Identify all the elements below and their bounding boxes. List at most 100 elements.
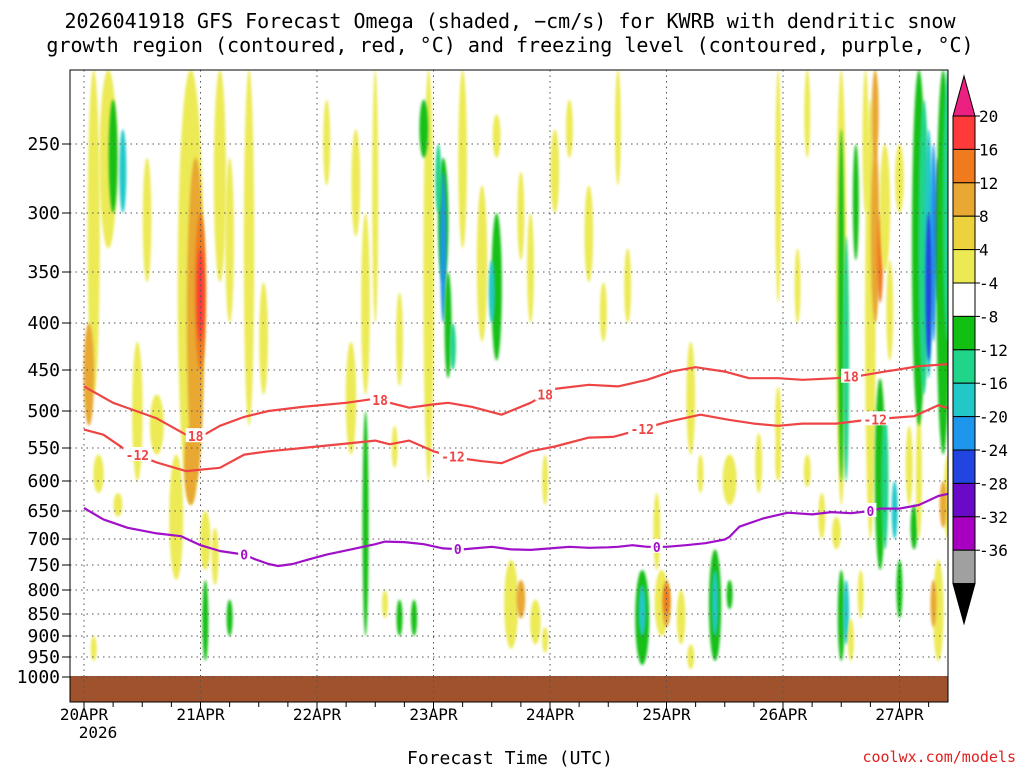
contour-label: 18 — [843, 371, 859, 386]
colorbar-segment — [952, 449, 976, 484]
omega-shade — [910, 505, 918, 550]
omega-shade — [843, 236, 850, 481]
omega-shade — [492, 114, 501, 158]
omega-shade — [881, 411, 889, 550]
omega-shade — [614, 70, 621, 186]
y-tick-label: 800 — [27, 580, 60, 601]
omega-shade — [351, 129, 361, 237]
omega-shade — [362, 411, 369, 636]
contour-label: 0 — [866, 505, 874, 520]
omega-shade — [449, 323, 456, 370]
omega-shade — [624, 248, 632, 323]
colorbar-segment — [952, 482, 976, 518]
omega-shade — [197, 248, 204, 342]
omega-shade — [444, 272, 452, 379]
omega-shade — [722, 454, 737, 505]
omega-shade — [933, 559, 944, 662]
omega-shade — [775, 440, 782, 481]
omega-shade — [419, 99, 429, 158]
contour-label-bg — [864, 503, 877, 517]
omega-shade — [925, 212, 932, 361]
omega-shade — [530, 599, 541, 645]
colorbar-segment — [952, 282, 976, 317]
omega-shade — [939, 481, 947, 528]
omega-shade — [527, 213, 535, 323]
colorbar-label: 12 — [979, 174, 998, 193]
omega-shade — [211, 527, 219, 586]
omega-shade — [915, 411, 922, 539]
omega-shade — [202, 580, 209, 661]
y-tick-label: 450 — [27, 360, 60, 381]
omega-shade — [871, 70, 879, 158]
colorbar-label: 8 — [979, 207, 989, 226]
omega-shade — [440, 171, 447, 323]
colorbar-label: 16 — [979, 140, 998, 159]
contour-label-bg — [861, 411, 890, 426]
credit-label: coolwx.com/models — [862, 748, 1016, 766]
omega-shade — [755, 433, 763, 493]
colorbar-bottom-arrow — [952, 583, 976, 626]
omega-shade — [584, 185, 594, 283]
contour-label: 0 — [240, 549, 248, 564]
omega-shade — [653, 493, 661, 570]
colorbar-segment — [952, 249, 976, 284]
omega-shade — [818, 493, 826, 539]
colorbar-label: -8 — [979, 307, 998, 326]
omega-shade — [517, 171, 525, 261]
omega-shade — [686, 341, 696, 455]
omega-shade — [411, 599, 418, 636]
y-tick-label: 500 — [27, 401, 60, 422]
omega-shade — [697, 454, 704, 493]
colorbar-segment — [952, 549, 976, 585]
colorbar-segment — [952, 416, 976, 451]
omega-shade — [142, 157, 152, 283]
x-tick-label: 21APR — [176, 705, 225, 724]
omega-shade — [775, 386, 782, 455]
omega-shade — [119, 129, 127, 214]
x-tick-label: 25APR — [642, 705, 691, 724]
colorbar-segment — [952, 148, 976, 184]
omega-shade — [458, 70, 467, 249]
omega-shade — [184, 425, 198, 505]
y-axis: 2503003504004505005506006507007508008509… — [17, 134, 70, 688]
omega-shade — [391, 425, 398, 468]
omega-shade — [687, 644, 695, 669]
contour-label: -12 — [441, 451, 464, 466]
omega-shade — [396, 292, 404, 387]
omega-shade — [345, 341, 357, 455]
omega-shade — [550, 129, 560, 214]
chart-title-line2: growth region (contoured, red, °C) and f… — [46, 33, 973, 57]
colorbar-segment — [952, 215, 976, 251]
omega-shade — [396, 599, 403, 636]
y-tick-label: 950 — [27, 647, 60, 668]
omega-shade — [942, 70, 948, 342]
colorbar-segment — [952, 516, 976, 551]
omega-shade — [838, 129, 845, 481]
omega-shade — [794, 248, 801, 323]
year-label: 2026 — [79, 723, 118, 742]
omega-shade — [895, 144, 904, 213]
y-tick-label: 700 — [27, 529, 60, 550]
contour-label-bg — [535, 386, 556, 401]
x-axis: 20APR 21APR 22APR 23APR 24APR 25APR 26APR 27APR — [60, 702, 930, 724]
contour-label-bg — [650, 538, 663, 553]
omega-shade — [213, 70, 227, 283]
omega-shade — [565, 99, 573, 158]
colorbar-label: -32 — [979, 508, 1008, 527]
omega-shade — [372, 70, 379, 323]
omega-shade — [803, 454, 811, 487]
omega-shade — [200, 511, 211, 570]
omega-shade — [638, 585, 646, 636]
colorbar-segment — [952, 315, 976, 351]
contours: 18 18 18 18 -12 -12 -12 -12 0 0 0 0 — [83, 363, 948, 568]
x-tick-label: 23APR — [409, 705, 458, 724]
omega-shade — [837, 570, 845, 661]
x-tick-label: 22APR — [293, 705, 342, 724]
colorbar-label: -36 — [979, 541, 1008, 560]
omega-shade — [90, 636, 97, 661]
omega-shade — [843, 580, 850, 645]
omega-shade — [381, 590, 388, 619]
contour-label-bg — [451, 541, 464, 556]
omega-shade — [542, 454, 549, 505]
